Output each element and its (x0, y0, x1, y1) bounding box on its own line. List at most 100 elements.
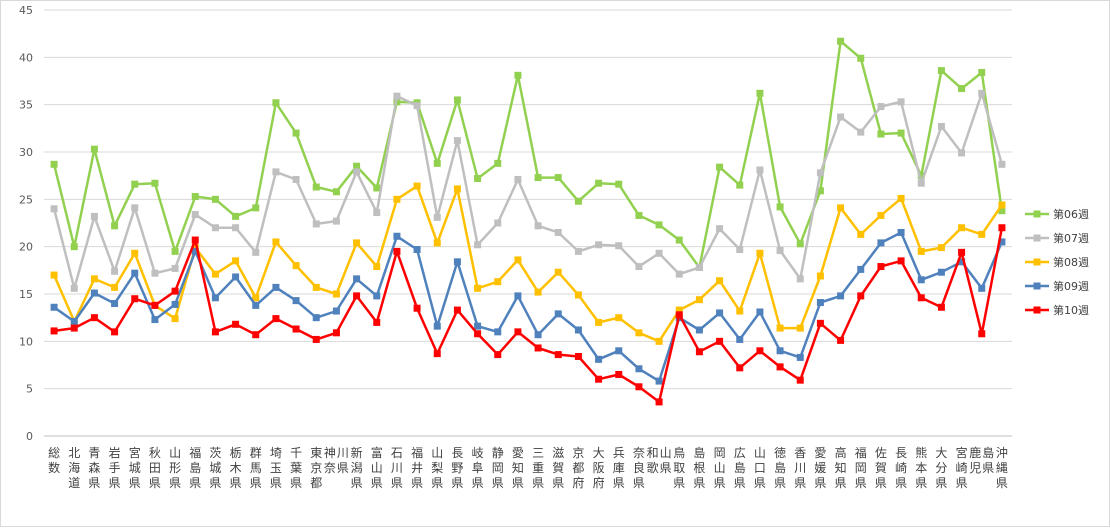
series-2 (50, 89, 1006, 292)
series-1 (50, 37, 1006, 271)
data-point (695, 348, 703, 356)
data-point (716, 309, 724, 317)
gridlines (44, 9, 1012, 390)
data-point (131, 269, 139, 277)
data-point (615, 347, 623, 355)
data-point (413, 182, 421, 190)
data-point (716, 225, 724, 233)
data-point (837, 113, 845, 121)
data-point (816, 272, 824, 280)
data-point (494, 219, 502, 227)
data-point (393, 232, 401, 240)
data-point (776, 203, 784, 211)
data-point (232, 273, 240, 281)
data-point (494, 351, 502, 359)
x-tick-label: 大分県 (935, 446, 947, 490)
y-tick-label: 5 (26, 383, 33, 396)
data-point (373, 209, 381, 217)
data-point (937, 67, 945, 75)
data-point (474, 330, 482, 338)
data-point (292, 325, 300, 333)
data-point (695, 296, 703, 304)
x-tick-label: 埼玉県 (270, 446, 282, 490)
data-point (252, 301, 260, 309)
data-point (635, 263, 643, 271)
x-tick-label: 東京都 (310, 446, 322, 490)
data-point (796, 324, 804, 332)
data-point (211, 270, 219, 278)
data-point (413, 102, 421, 110)
data-point (978, 330, 986, 338)
data-point (796, 275, 804, 283)
data-point (958, 258, 966, 266)
data-point (90, 314, 98, 322)
legend-swatch-marker (1033, 306, 1041, 314)
data-point (312, 283, 320, 291)
data-point (937, 244, 945, 252)
data-point (171, 247, 179, 255)
data-point (453, 258, 461, 266)
data-point (252, 204, 260, 212)
data-point (332, 188, 340, 196)
data-point (191, 192, 199, 200)
data-point (534, 344, 542, 352)
x-tick-label: 千葉県 (290, 446, 302, 490)
data-point (514, 292, 522, 300)
data-point (211, 195, 219, 203)
legend-swatch-marker (1033, 282, 1041, 290)
data-point (90, 275, 98, 283)
data-point (171, 300, 179, 308)
data-point (574, 197, 582, 205)
data-point (635, 329, 643, 337)
data-point (111, 222, 119, 230)
data-point (70, 243, 78, 251)
data-point (816, 187, 824, 195)
data-point (776, 324, 784, 332)
data-point (877, 130, 885, 138)
data-point (474, 322, 482, 330)
data-point (816, 169, 824, 177)
x-tick-label: 京都府 (572, 446, 584, 490)
data-point (695, 326, 703, 334)
data-point (897, 98, 905, 106)
data-point (514, 328, 522, 336)
data-point (655, 221, 663, 229)
data-point (958, 248, 966, 256)
series-line (53, 231, 1004, 383)
data-point (433, 213, 441, 221)
data-point (917, 172, 925, 180)
x-tick-label: 宮城県 (129, 445, 141, 490)
x-tick-label: 茨城県 (209, 446, 221, 490)
y-tick-label: 15 (19, 288, 33, 301)
data-point (574, 326, 582, 334)
data-point (312, 183, 320, 191)
legend-item: 第10週 (1025, 303, 1089, 317)
data-point (716, 337, 724, 345)
data-point (191, 210, 199, 218)
data-point (978, 68, 986, 76)
series-4 (50, 228, 1006, 385)
data-point (978, 89, 986, 97)
data-point (232, 224, 240, 232)
data-point (776, 246, 784, 254)
data-point (796, 240, 804, 248)
data-point (877, 239, 885, 247)
data-point (292, 262, 300, 270)
x-tick-label: 青森県 (88, 446, 100, 490)
data-point (615, 314, 623, 322)
data-point (272, 168, 280, 176)
data-point (756, 308, 764, 316)
data-point (816, 299, 824, 307)
y-tick-label: 35 (19, 99, 33, 112)
data-point (534, 222, 542, 230)
data-point (433, 322, 441, 330)
series-5 (50, 224, 1006, 406)
data-point (695, 263, 703, 271)
data-point (595, 179, 603, 187)
data-point (998, 238, 1006, 246)
data-point (554, 228, 562, 236)
data-point (373, 318, 381, 326)
data-point (736, 181, 744, 189)
x-tick-label: 北海道 (68, 446, 80, 490)
